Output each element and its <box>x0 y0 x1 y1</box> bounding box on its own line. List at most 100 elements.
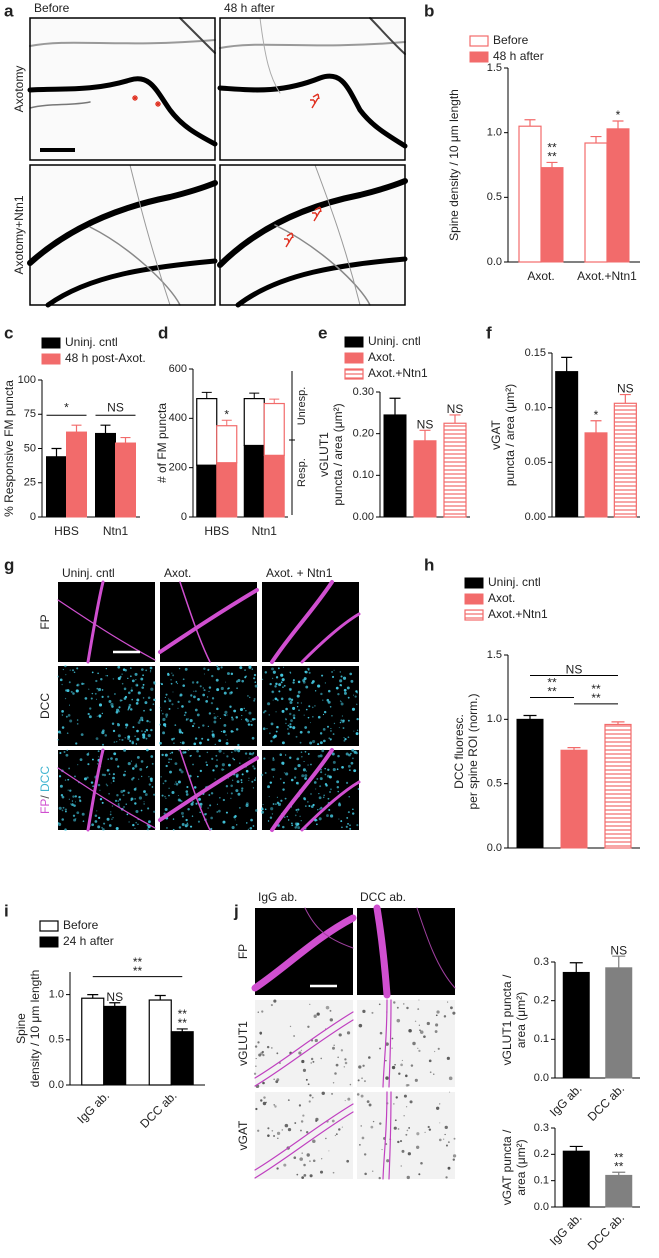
puncta <box>162 731 166 735</box>
puncta <box>186 785 189 789</box>
puncta <box>61 818 64 821</box>
dendrite <box>27 76 218 147</box>
puncta <box>353 750 357 754</box>
puncta <box>171 751 174 754</box>
legend-label: Before <box>493 33 529 47</box>
image-background <box>357 1000 455 1087</box>
puncta <box>216 707 219 711</box>
puncta <box>181 705 184 708</box>
puncta <box>295 735 298 738</box>
y-axis-label: Spine density / 10 μm length <box>447 89 461 241</box>
puncta <box>67 789 69 791</box>
puncta <box>309 722 311 724</box>
puncta <box>202 724 205 727</box>
puncta <box>72 795 75 798</box>
puncta <box>199 741 202 745</box>
puncta <box>298 1051 302 1055</box>
puncta <box>68 681 71 684</box>
bar-segment <box>243 444 265 518</box>
puncta <box>255 1107 258 1111</box>
puncta <box>211 697 215 700</box>
puncta <box>280 697 284 701</box>
puncta <box>137 823 139 825</box>
puncta <box>330 727 332 730</box>
puncta <box>94 820 98 823</box>
puncta <box>170 682 173 685</box>
puncta <box>150 779 153 782</box>
puncta <box>251 736 255 740</box>
puncta <box>330 814 334 818</box>
error-bar <box>449 414 461 424</box>
puncta <box>235 716 239 719</box>
error-bar <box>612 120 624 129</box>
puncta <box>66 689 70 693</box>
puncta <box>84 697 88 700</box>
puncta <box>235 775 239 778</box>
puncta <box>205 699 209 703</box>
puncta <box>340 675 343 678</box>
puncta <box>337 693 340 696</box>
puncta <box>251 717 255 721</box>
y-tick-label: 400 <box>169 412 187 424</box>
puncta <box>450 1006 453 1010</box>
bar <box>81 997 105 1086</box>
puncta <box>453 1137 456 1140</box>
puncta <box>182 751 185 754</box>
puncta <box>252 787 255 789</box>
puncta <box>253 778 256 782</box>
significance-label: NS <box>106 990 123 1004</box>
puncta <box>226 755 229 758</box>
puncta <box>73 818 77 822</box>
puncta <box>189 719 193 723</box>
puncta <box>141 775 143 778</box>
puncta <box>331 714 333 717</box>
puncta <box>345 752 349 756</box>
legend-swatch <box>344 368 364 380</box>
puncta <box>245 822 248 824</box>
puncta <box>304 670 308 674</box>
puncta <box>285 722 287 725</box>
puncta <box>261 807 264 811</box>
puncta <box>262 727 266 731</box>
image-background <box>160 666 257 746</box>
puncta <box>82 820 85 823</box>
puncta <box>194 690 197 693</box>
puncta <box>244 676 247 679</box>
puncta <box>196 749 199 753</box>
dendrite <box>27 180 218 266</box>
puncta <box>232 757 234 760</box>
puncta <box>101 712 103 715</box>
puncta <box>262 1081 265 1085</box>
puncta <box>287 732 290 735</box>
puncta <box>409 1100 413 1104</box>
y-tick-label: 0.0 <box>487 842 502 854</box>
puncta <box>215 764 218 768</box>
puncta <box>345 825 348 828</box>
error-bar <box>523 714 537 720</box>
puncta <box>315 788 317 790</box>
puncta <box>408 1127 411 1129</box>
puncta <box>224 710 228 714</box>
puncta <box>164 808 168 812</box>
puncta <box>343 1066 346 1068</box>
error-bar <box>612 1171 626 1176</box>
puncta <box>127 791 130 794</box>
puncta <box>282 666 285 668</box>
red-asterisk <box>155 101 161 107</box>
puncta <box>114 799 118 802</box>
significance-label: NS <box>610 943 627 957</box>
puncta <box>309 1160 311 1163</box>
y-tick-label: 0.1 <box>534 1175 549 1187</box>
puncta <box>185 793 189 796</box>
puncta <box>379 1047 381 1050</box>
puncta <box>106 768 110 772</box>
puncta <box>152 703 155 705</box>
puncta <box>447 1001 449 1003</box>
puncta <box>320 1057 323 1060</box>
puncta <box>270 807 274 811</box>
puncta <box>406 1175 410 1180</box>
puncta <box>71 669 75 672</box>
puncta <box>304 777 307 780</box>
puncta <box>207 669 209 672</box>
puncta <box>116 793 119 797</box>
